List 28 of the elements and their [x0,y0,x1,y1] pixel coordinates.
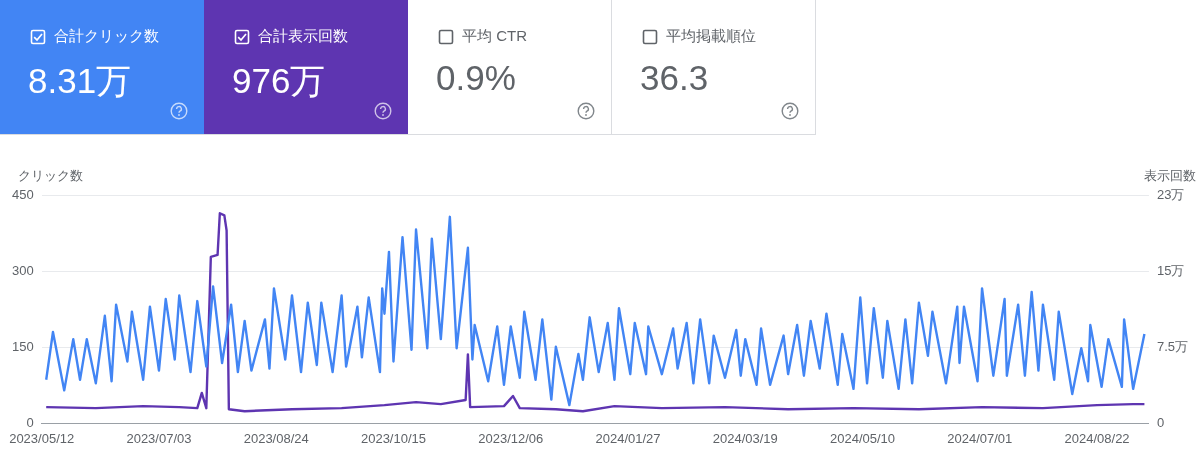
y-tick-label: 450 [11,186,34,202]
text: 合計クリック数 [54,27,159,46]
x-tick-label: 2024/07/01 [947,430,1013,446]
y2-tick-label: 15万 [1156,262,1185,278]
y2-axis-title: 表示回数 [1144,168,1196,184]
text: 36.3 [640,58,709,98]
y-tick-label: 150 [11,338,34,354]
y-axis-title: クリック数 [18,168,83,184]
x-tick-label: 2023/08/24 [243,430,309,446]
x-tick-label: 2024/08/22 [1064,430,1130,446]
text: 平均 CTR [462,27,527,46]
y2-tick-label: 23万 [1156,186,1185,202]
text: 0.9% [436,58,516,98]
text: 8.31万 [28,60,132,102]
x-tick-label: 2023/10/15 [360,430,427,446]
x-tick-label: 2023/07/03 [126,430,192,446]
text: 平均掲載順位 [666,27,756,46]
text: 976万 [232,60,326,102]
y-tick-label: 300 [11,262,34,278]
x-tick-label: 2024/03/19 [712,430,778,446]
x-tick-label: 2024/05/10 [830,430,896,446]
y2-tick-label: 7.5万 [1156,338,1189,354]
y-tick-label: 0 [26,414,34,430]
x-tick-label: 2023/12/06 [478,430,544,446]
y2-tick-label: 0 [1156,414,1165,430]
x-tick-label: 2024/01/27 [595,430,661,446]
text: 合計表示回数 [258,27,348,46]
x-tick-label: 2023/05/12 [9,430,75,446]
